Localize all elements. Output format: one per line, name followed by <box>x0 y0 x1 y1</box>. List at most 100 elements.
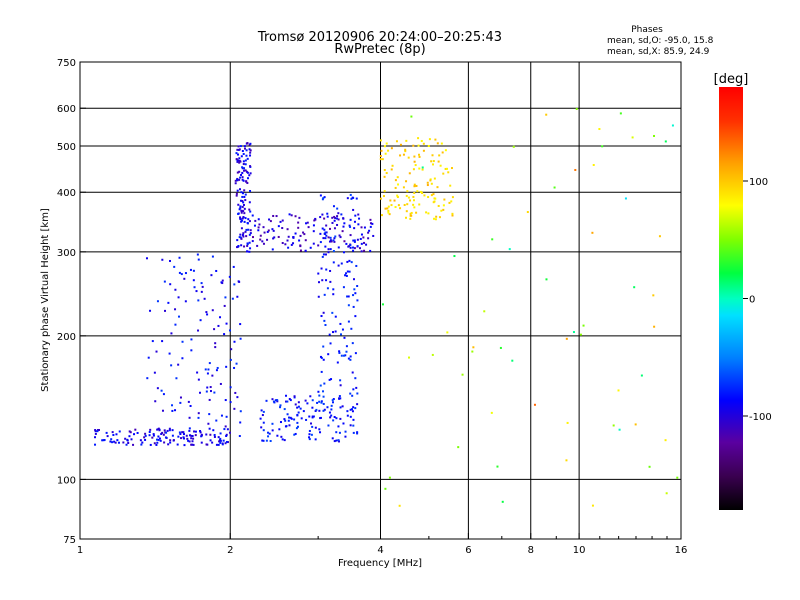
data-point <box>243 147 246 150</box>
data-point <box>189 268 192 271</box>
data-point <box>240 244 243 247</box>
data-point <box>326 212 329 215</box>
data-point <box>579 333 582 336</box>
data-point <box>209 390 212 393</box>
data-point <box>333 415 336 418</box>
data-point <box>212 429 215 432</box>
data-point <box>257 226 260 229</box>
data-point <box>334 315 337 318</box>
data-point <box>167 443 170 446</box>
data-point <box>287 235 290 238</box>
data-point <box>390 147 393 150</box>
data-point <box>299 234 302 237</box>
data-point <box>174 288 177 291</box>
data-point <box>115 433 118 436</box>
data-point <box>238 157 241 160</box>
data-point <box>386 207 389 210</box>
data-point <box>354 292 357 295</box>
data-point <box>240 220 243 223</box>
data-point <box>248 148 251 151</box>
data-point <box>232 265 235 268</box>
x-tick-label: 8 <box>528 545 534 556</box>
data-point <box>125 443 128 446</box>
data-point <box>435 215 438 218</box>
data-point <box>337 425 340 428</box>
data-point <box>183 444 186 447</box>
data-point <box>174 308 177 311</box>
data-point <box>234 179 237 182</box>
data-point <box>440 209 443 212</box>
data-point <box>246 171 249 174</box>
y-axis-label: Stationary phase Virtual Height [km] <box>40 208 51 392</box>
data-point <box>220 281 223 284</box>
data-point <box>111 431 114 434</box>
data-point <box>319 416 322 419</box>
data-point <box>676 476 679 479</box>
data-point <box>322 345 325 348</box>
data-point <box>352 388 355 391</box>
data-point <box>389 199 392 202</box>
data-point <box>239 323 242 326</box>
data-point <box>349 218 352 221</box>
data-point <box>415 211 418 214</box>
data-point <box>179 396 182 399</box>
data-point <box>351 394 354 397</box>
data-point <box>336 215 339 218</box>
data-point <box>417 144 420 147</box>
colorbar-tick-label: 100 <box>749 177 768 188</box>
data-point <box>261 439 264 442</box>
data-point <box>461 373 464 376</box>
data-point <box>356 285 359 288</box>
data-point <box>317 272 320 275</box>
data-point <box>340 333 343 336</box>
data-point <box>441 151 444 154</box>
data-point <box>420 139 423 142</box>
data-point <box>331 221 334 224</box>
data-point <box>273 401 276 404</box>
data-point <box>179 401 182 404</box>
data-point <box>418 155 421 158</box>
data-point <box>444 149 447 152</box>
data-point <box>338 350 341 353</box>
data-point <box>409 212 412 215</box>
data-point <box>298 239 301 242</box>
data-point <box>322 197 325 200</box>
data-point <box>269 440 272 443</box>
data-point <box>242 162 245 165</box>
data-point <box>251 240 254 243</box>
data-point <box>326 406 329 409</box>
data-point <box>228 431 231 434</box>
data-point <box>149 428 152 431</box>
data-point <box>224 425 227 428</box>
data-point <box>405 216 408 219</box>
data-point <box>322 253 325 256</box>
data-point <box>180 437 183 440</box>
data-point <box>297 401 300 404</box>
data-point <box>200 441 203 444</box>
data-point <box>405 194 408 197</box>
data-points <box>94 107 679 507</box>
data-point <box>349 246 352 249</box>
data-point <box>399 143 402 146</box>
data-point <box>197 258 200 261</box>
data-point <box>241 171 244 174</box>
data-point <box>235 194 238 197</box>
data-point <box>312 415 315 418</box>
data-point <box>450 167 453 170</box>
data-point <box>217 324 220 327</box>
data-point <box>428 138 431 141</box>
data-point <box>216 366 219 369</box>
data-point <box>321 198 324 201</box>
data-point <box>308 415 311 418</box>
data-point <box>350 327 353 330</box>
data-point <box>351 196 354 199</box>
data-point <box>633 286 636 289</box>
data-point <box>314 438 317 441</box>
data-point <box>179 433 182 436</box>
data-point <box>472 346 475 349</box>
data-point <box>451 212 454 215</box>
data-point <box>285 394 288 397</box>
data-point <box>155 438 158 441</box>
data-point <box>246 250 249 253</box>
data-point <box>200 282 203 285</box>
